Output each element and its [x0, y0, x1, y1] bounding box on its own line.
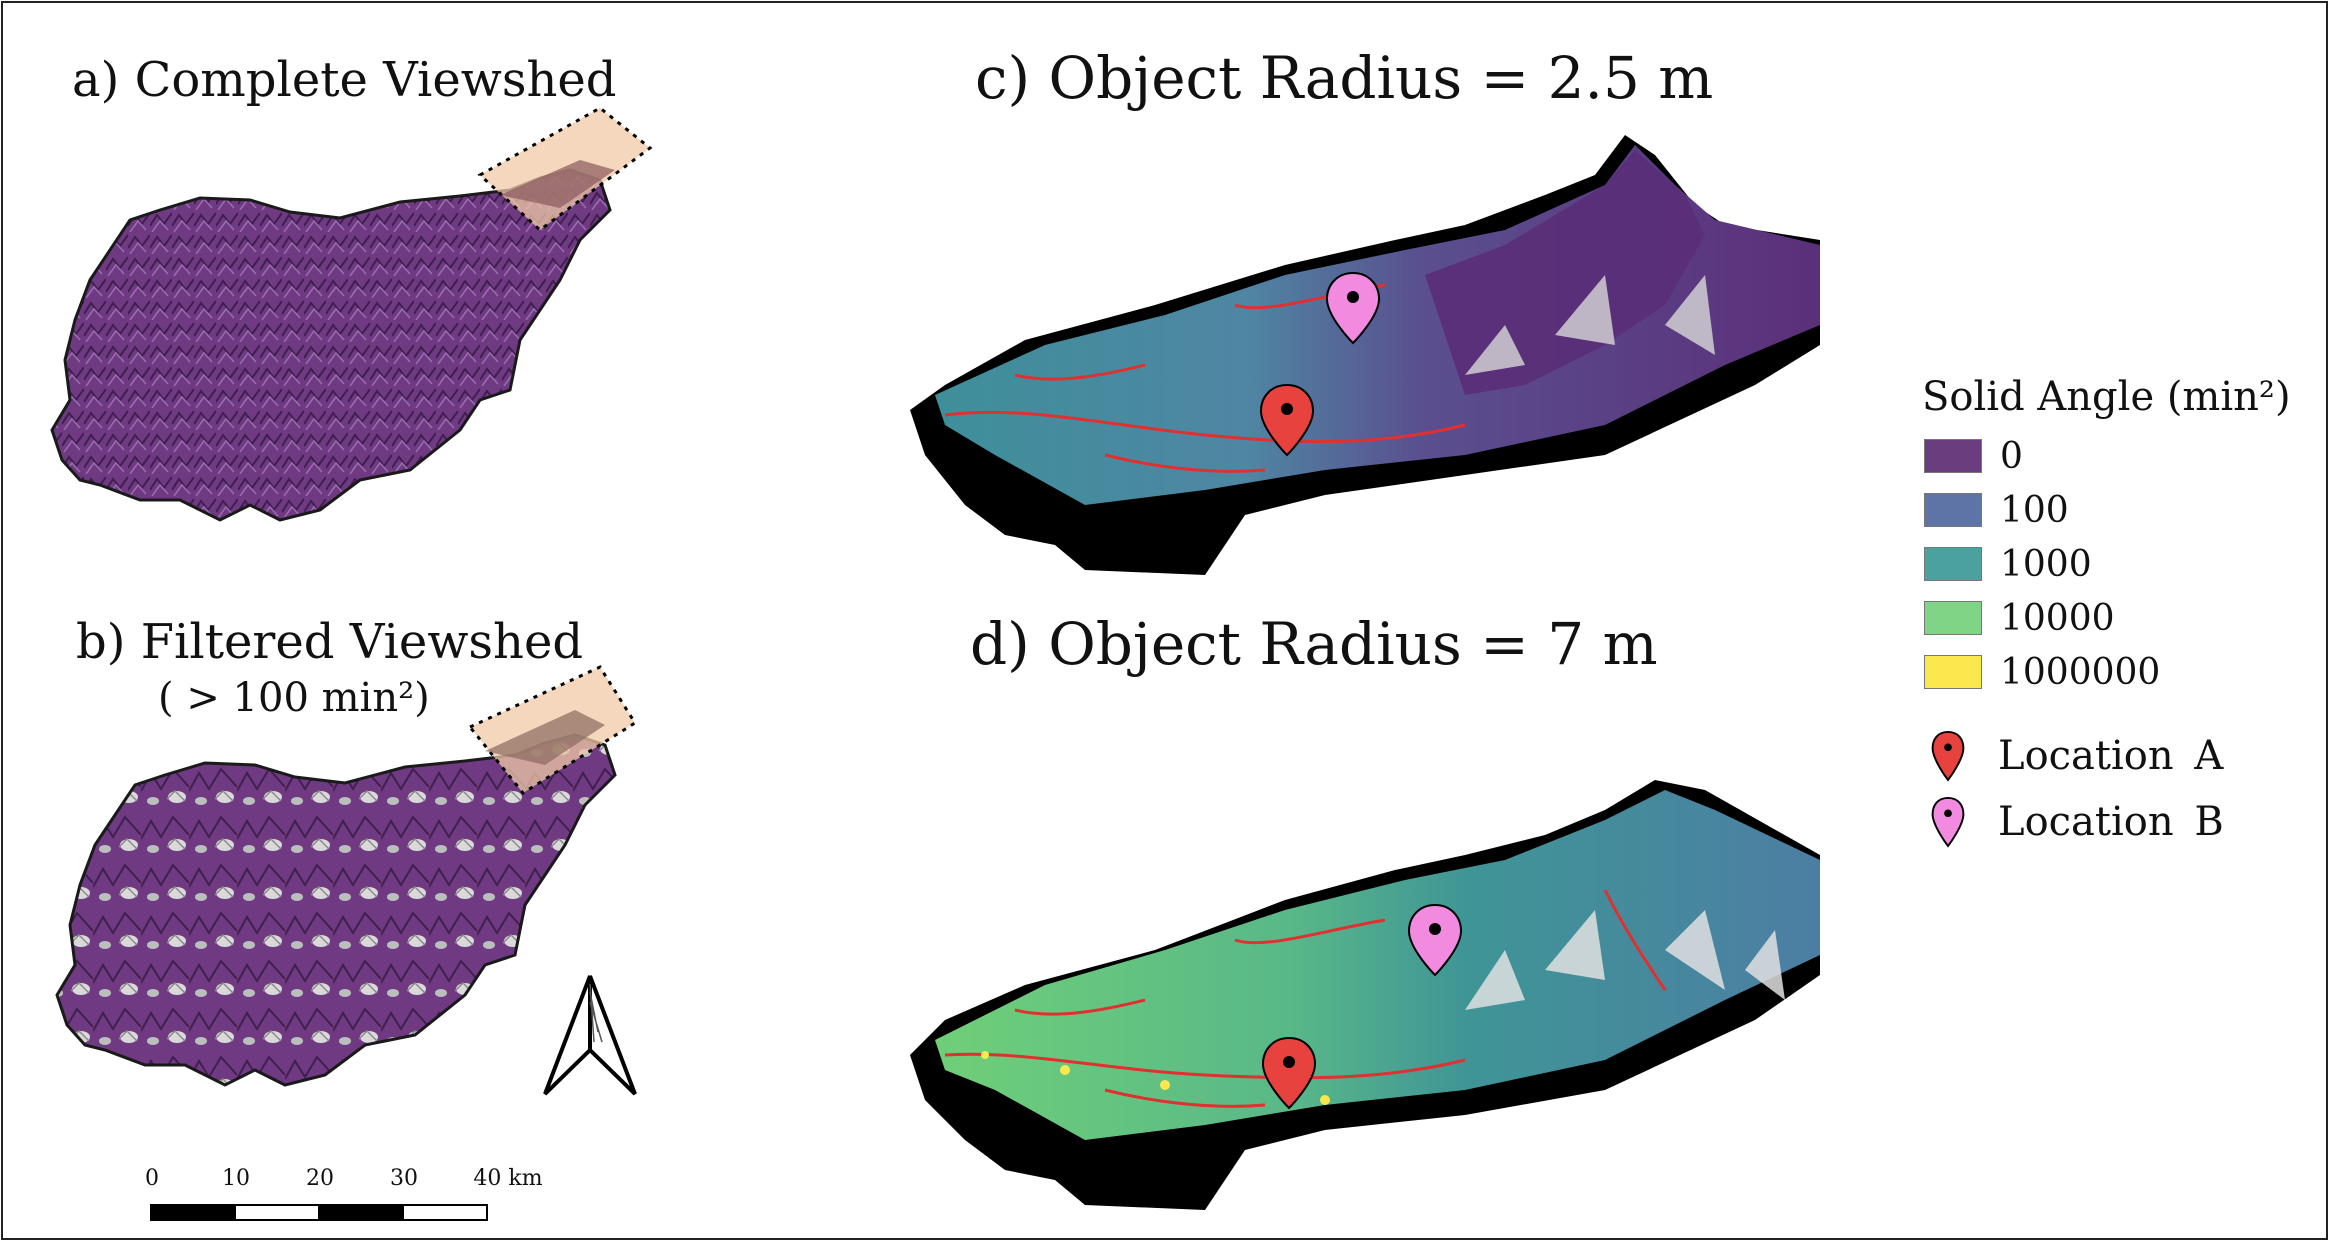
legend-label: 1000: [2000, 543, 2092, 585]
legend-item: 100: [1924, 489, 2069, 531]
legend-item: 0: [1924, 435, 2023, 477]
legend-swatch: [1924, 439, 1982, 473]
scale-tick-0: 0: [145, 1166, 159, 1191]
terrain-surface-icon: [935, 790, 1820, 1140]
location-a-marker-icon: [1259, 383, 1315, 457]
legend-location-item: Location A: [1930, 728, 2223, 784]
location-a-marker-icon: [1261, 1036, 1317, 1110]
legend-label: 100: [2000, 489, 2069, 531]
location-pin-icon: [1931, 796, 1965, 848]
scale-tick-40: 40 km: [473, 1166, 543, 1191]
filtered-viewshed-region-icon: [55, 733, 617, 1087]
legend-item: 10000: [1924, 597, 2115, 639]
legend-item: 1000000: [1924, 651, 2161, 693]
scale-bar-segments: [150, 1204, 488, 1221]
location-b-marker-icon: [1407, 903, 1463, 977]
trail-lines-icon: [944, 283, 1466, 473]
panel-c-title: c) Object Radius = 2.5 m: [975, 44, 1714, 112]
panel-a-title: a) Complete Viewshed: [72, 52, 617, 108]
trail-lines-icon: [944, 889, 1667, 1108]
legend-label: 0: [2000, 435, 2023, 477]
legend-location-label: Location B: [1998, 799, 2224, 845]
location-pin-icon: [1931, 730, 1965, 782]
viewshed-region-icon: [50, 168, 612, 522]
legend-swatch: [1924, 547, 1982, 581]
legend-label: 10000: [2000, 597, 2115, 639]
north-arrow-icon: [543, 975, 637, 1096]
location-b-marker-icon: [1325, 271, 1381, 345]
panel-b-title: b) Filtered Viewshed: [76, 614, 584, 670]
legend-location-item: Location B: [1930, 794, 2224, 850]
legend-swatch: [1924, 601, 1982, 635]
legend-title: Solid Angle (min²): [1922, 374, 2291, 420]
study-area-terrain-icon: [500, 160, 615, 208]
panel-c-terrain: [910, 135, 1820, 575]
scale-tick-20: 20: [306, 1166, 334, 1191]
panel-b-map: [55, 665, 638, 1087]
legend-item: 1000: [1924, 543, 2092, 585]
panel-a-map: [50, 106, 653, 522]
legend-swatch: [1924, 655, 1982, 689]
legend-label: 1000000: [2000, 651, 2161, 693]
panel-b-subtitle: ( > 100 min²): [158, 675, 430, 721]
panel-d-terrain: [910, 780, 1820, 1210]
panel-d-title: d) Object Radius = 7 m: [970, 610, 1658, 678]
legend-swatch: [1924, 493, 1982, 527]
scale-tick-30: 30: [390, 1166, 418, 1191]
legend-location-label: Location A: [1998, 733, 2224, 779]
scale-tick-10: 10: [222, 1166, 250, 1191]
study-area-terrain-icon: [485, 710, 605, 765]
